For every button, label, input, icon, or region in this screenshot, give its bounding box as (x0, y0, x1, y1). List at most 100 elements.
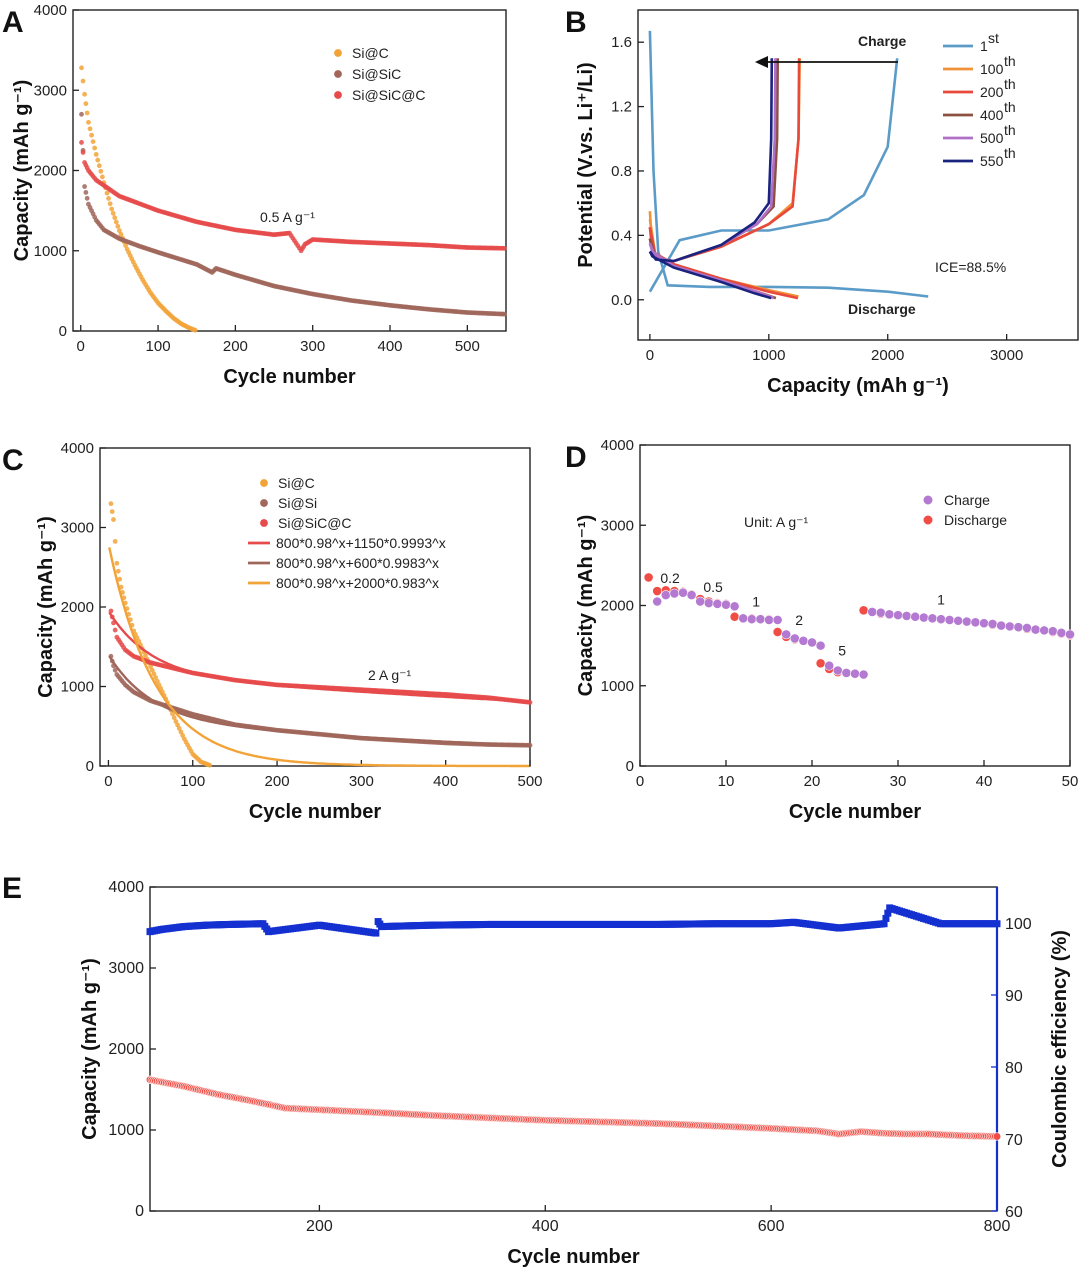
data-point (772, 627, 783, 637)
data-point (987, 619, 998, 629)
legend-label: 800*0.98^x+600*0.9983^x (276, 555, 439, 571)
data-point (83, 101, 89, 107)
y-tick-label: 0 (135, 1203, 144, 1220)
ice-label: ICE=88.5% (935, 259, 1006, 275)
y-axis-title: Capacity (mAh g⁻¹) (79, 958, 101, 1140)
data-point (824, 660, 835, 671)
data-point (115, 223, 121, 229)
data-point (936, 614, 946, 625)
data-point (944, 615, 955, 625)
data-point (961, 616, 972, 627)
y-tick-label: 0 (626, 758, 634, 775)
data-point (884, 609, 895, 620)
legend-label: 1 (980, 38, 988, 54)
data-point (867, 607, 878, 617)
data-point (108, 501, 114, 507)
data-point (111, 517, 116, 522)
data-point (92, 145, 98, 151)
x-axis-title: Cycle number (223, 366, 355, 388)
y2-tick-label: 60 (1005, 1204, 1023, 1221)
legend-marker (922, 494, 934, 506)
data-point (207, 762, 213, 768)
unit-label: Unit: A g⁻¹ (744, 514, 809, 530)
y-tick-label: 4000 (601, 437, 634, 454)
data-point (850, 668, 860, 679)
capacity-point (992, 1132, 1002, 1141)
y-tick-label: 0.4 (611, 227, 632, 244)
legend-marker (922, 514, 934, 526)
data-point (875, 607, 886, 618)
x-tick-label: 0 (636, 773, 644, 790)
y-tick-label: 4000 (34, 2, 67, 19)
data-point (893, 610, 903, 621)
data-point (123, 243, 128, 248)
data-point (118, 231, 124, 237)
x-tick-label: 3000 (990, 347, 1023, 364)
panel-e-letter: E (2, 872, 22, 905)
data-point (729, 611, 740, 622)
y-tick-label: 1000 (601, 678, 634, 695)
data-point (738, 613, 749, 624)
x-axis-title: Cycle number (507, 1246, 639, 1268)
y-tick-label: 1.2 (611, 99, 632, 116)
y-tick-label: 0 (86, 758, 94, 775)
y-tick-label: 1000 (108, 1122, 144, 1139)
data-point (170, 711, 175, 717)
data-point (1013, 622, 1024, 633)
legend-superscript: th (1004, 99, 1016, 115)
data-point (841, 668, 852, 678)
rate-label: 0.2 (660, 570, 680, 586)
x-tick-label: 400 (433, 773, 458, 790)
data-point (1047, 626, 1058, 637)
y2-tick-label: 80 (1005, 1060, 1023, 1077)
data-point (798, 635, 809, 646)
data-point (746, 614, 757, 625)
discharge-label: Discharge (848, 301, 916, 317)
charge-label: Charge (858, 33, 906, 49)
data-point (90, 139, 96, 145)
charge-arrow-head (755, 56, 768, 68)
y-tick-label: 4000 (61, 440, 94, 457)
legend-superscript: st (988, 30, 999, 46)
data-point (114, 560, 120, 566)
data-point (80, 150, 86, 155)
y-tick-label: 1000 (61, 679, 94, 696)
data-point (112, 539, 118, 544)
y-tick-label: 3000 (61, 520, 94, 537)
efficiency-point (993, 920, 1001, 928)
y-tick-label: 0.0 (611, 292, 632, 309)
data-point (807, 637, 817, 648)
legend-superscript: th (1004, 145, 1016, 161)
y-tick-label: 1000 (34, 243, 67, 260)
legend-label: 500 (980, 130, 1004, 146)
series-charge-curve (648, 58, 774, 263)
data-point (729, 601, 740, 612)
y2-axis-title: Coulombic efficiency (%) (1049, 930, 1071, 1168)
x-tick-label: 100 (146, 338, 171, 355)
x-tick-label: 40 (976, 773, 993, 790)
data-point (153, 675, 159, 680)
rate-annotation: 0.5 A g⁻¹ (260, 209, 315, 225)
data-point (1056, 627, 1067, 638)
efficiency-point (882, 914, 890, 922)
y-tick-label: 3000 (34, 82, 67, 99)
legend-label: Si@SiC@C (278, 515, 352, 531)
data-point (117, 576, 123, 582)
data-point (148, 664, 153, 670)
data-point (643, 572, 654, 583)
data-point (143, 653, 148, 659)
data-point (815, 658, 826, 669)
x-tick-label: 30 (890, 773, 907, 790)
data-point (82, 91, 87, 97)
legend-label: Si@SiC (352, 66, 401, 82)
data-point (109, 509, 115, 514)
y-tick-label: 0 (59, 323, 67, 340)
legend-label: 800*0.98^x+1150*0.9993^x (276, 535, 446, 551)
data-point (703, 598, 714, 608)
x-tick-label: 50 (1062, 773, 1079, 790)
x-tick-label: 1000 (752, 347, 785, 364)
x-tick-label: 500 (517, 773, 542, 790)
data-point (1030, 624, 1041, 635)
data-point (89, 132, 94, 138)
